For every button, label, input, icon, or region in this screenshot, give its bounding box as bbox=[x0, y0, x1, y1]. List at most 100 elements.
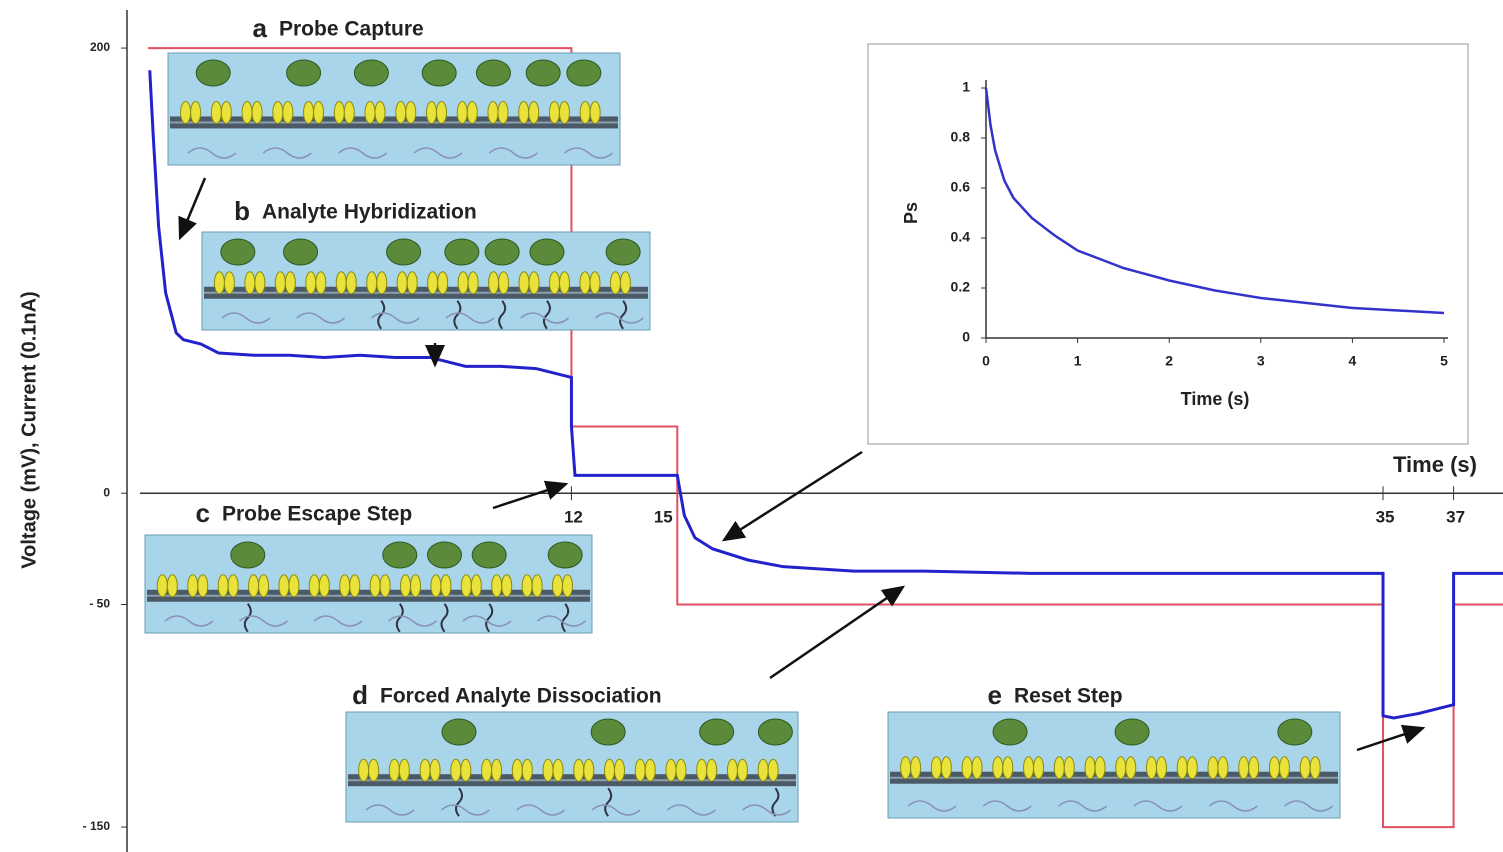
channel bbox=[590, 272, 600, 294]
probe bbox=[422, 60, 456, 86]
channel bbox=[336, 272, 346, 294]
channel bbox=[375, 101, 385, 123]
channel bbox=[259, 575, 269, 597]
x-axis-label: Time (s) bbox=[1393, 452, 1477, 477]
channel bbox=[560, 272, 570, 294]
probe bbox=[387, 239, 421, 265]
channel bbox=[522, 575, 532, 597]
channel bbox=[407, 272, 417, 294]
channel bbox=[529, 272, 539, 294]
inset-x-tick-label: 1 bbox=[1074, 353, 1082, 369]
inset-x-tick-label: 5 bbox=[1440, 353, 1448, 369]
channel bbox=[499, 272, 509, 294]
probe bbox=[196, 60, 230, 86]
probe bbox=[472, 542, 506, 568]
channel bbox=[1269, 757, 1279, 779]
channel bbox=[532, 575, 542, 597]
inset-x-tick-label: 0 bbox=[982, 353, 990, 369]
channel bbox=[1300, 757, 1310, 779]
channel bbox=[218, 575, 228, 597]
inset-x-tick-label: 4 bbox=[1349, 353, 1357, 369]
channel bbox=[188, 575, 198, 597]
channel bbox=[1187, 757, 1197, 779]
panel-letter: b bbox=[234, 196, 250, 226]
channel bbox=[1024, 757, 1034, 779]
probe bbox=[354, 60, 388, 86]
probe bbox=[284, 239, 318, 265]
channel bbox=[604, 759, 614, 781]
channel bbox=[584, 759, 594, 781]
y-tick-label: 0 bbox=[103, 485, 110, 499]
channel bbox=[1249, 757, 1259, 779]
probe bbox=[287, 60, 321, 86]
channel bbox=[1126, 757, 1136, 779]
channel bbox=[737, 759, 747, 781]
channel bbox=[334, 101, 344, 123]
probe bbox=[1278, 719, 1312, 745]
channel bbox=[512, 759, 522, 781]
channel bbox=[431, 575, 441, 597]
channel bbox=[768, 759, 778, 781]
probe bbox=[221, 239, 255, 265]
channel bbox=[309, 575, 319, 597]
channel bbox=[559, 101, 569, 123]
channel bbox=[157, 575, 167, 597]
x-tick-label: 12 bbox=[564, 508, 583, 527]
channel bbox=[457, 101, 467, 123]
channel bbox=[1085, 757, 1095, 779]
channel bbox=[492, 575, 502, 597]
channel bbox=[426, 101, 436, 123]
probe bbox=[476, 60, 510, 86]
figure: 2000- 50- 15012153537Time (s)Voltage (mV… bbox=[0, 0, 1503, 852]
channel bbox=[522, 759, 532, 781]
channel bbox=[562, 575, 572, 597]
channel bbox=[1177, 757, 1187, 779]
probe bbox=[383, 542, 417, 568]
probe bbox=[993, 719, 1027, 745]
channel bbox=[319, 575, 329, 597]
inset-x-axis-label: Time (s) bbox=[1181, 389, 1250, 409]
channel bbox=[635, 759, 645, 781]
channel bbox=[1116, 757, 1126, 779]
inset-y-tick-label: 0.8 bbox=[951, 129, 971, 145]
channel bbox=[502, 575, 512, 597]
panel-title: Probe Escape Step bbox=[222, 503, 412, 526]
channel bbox=[273, 101, 283, 123]
channel bbox=[396, 101, 406, 123]
y-tick-label: 200 bbox=[90, 40, 110, 54]
channel bbox=[550, 272, 560, 294]
channel bbox=[941, 757, 951, 779]
channel bbox=[614, 759, 624, 781]
channel bbox=[519, 272, 529, 294]
channel bbox=[198, 575, 208, 597]
inset-y-tick-label: 0 bbox=[962, 329, 970, 345]
channel bbox=[314, 101, 324, 123]
channel bbox=[214, 272, 224, 294]
channel bbox=[1239, 757, 1249, 779]
panel-letter: c bbox=[196, 498, 210, 528]
channel bbox=[580, 101, 590, 123]
panel-letter: a bbox=[253, 13, 268, 43]
channel bbox=[340, 575, 350, 597]
channel bbox=[1156, 757, 1166, 779]
channel bbox=[574, 759, 584, 781]
channel bbox=[758, 759, 768, 781]
probe bbox=[591, 719, 625, 745]
x-tick-label: 37 bbox=[1446, 508, 1465, 527]
channel bbox=[316, 272, 326, 294]
channel bbox=[549, 101, 559, 123]
channel bbox=[406, 101, 416, 123]
channel bbox=[468, 272, 478, 294]
probe bbox=[427, 542, 461, 568]
channel bbox=[610, 272, 620, 294]
channel bbox=[306, 272, 316, 294]
panel-title: Forced Analyte Dissociation bbox=[380, 685, 662, 708]
probe bbox=[758, 719, 792, 745]
channel bbox=[380, 575, 390, 597]
channel bbox=[553, 759, 563, 781]
channel bbox=[350, 575, 360, 597]
probe bbox=[445, 239, 479, 265]
panel-letter: e bbox=[988, 680, 1002, 710]
channel bbox=[645, 759, 655, 781]
channel bbox=[458, 272, 468, 294]
